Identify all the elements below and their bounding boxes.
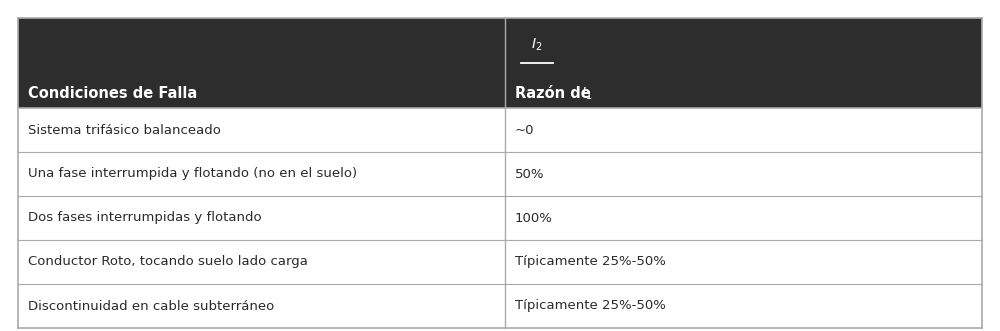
Text: ~0: ~0: [515, 123, 534, 136]
Text: Razón de: Razón de: [515, 86, 596, 102]
Text: Dos fases interrumpidas y flotando: Dos fases interrumpidas y flotando: [28, 212, 262, 224]
Bar: [505, 284, 982, 328]
Text: Típicamente 25%-50%: Típicamente 25%-50%: [515, 300, 666, 312]
Text: $I_2$: $I_2$: [531, 37, 542, 53]
Bar: [18, 240, 505, 284]
Text: Conductor Roto, tocando suelo lado carga: Conductor Roto, tocando suelo lado carga: [28, 256, 308, 268]
Text: Sistema trifásico balanceado: Sistema trifásico balanceado: [28, 123, 221, 136]
Text: $I_1$: $I_1$: [581, 86, 592, 102]
Text: Condiciones de Falla: Condiciones de Falla: [28, 86, 197, 102]
Bar: [18, 196, 505, 240]
Text: Discontinuidad en cable subterráneo: Discontinuidad en cable subterráneo: [28, 300, 274, 312]
Bar: [18, 18, 505, 108]
Bar: [505, 196, 982, 240]
Bar: [18, 152, 505, 196]
Bar: [505, 108, 982, 152]
Bar: [18, 284, 505, 328]
Text: 100%: 100%: [515, 212, 553, 224]
Bar: [505, 240, 982, 284]
Text: Típicamente 25%-50%: Típicamente 25%-50%: [515, 256, 666, 268]
Bar: [18, 108, 505, 152]
Text: 50%: 50%: [515, 167, 544, 180]
Text: Una fase interrumpida y flotando (no en el suelo): Una fase interrumpida y flotando (no en …: [28, 167, 357, 180]
Bar: [505, 18, 982, 108]
Bar: [505, 152, 982, 196]
